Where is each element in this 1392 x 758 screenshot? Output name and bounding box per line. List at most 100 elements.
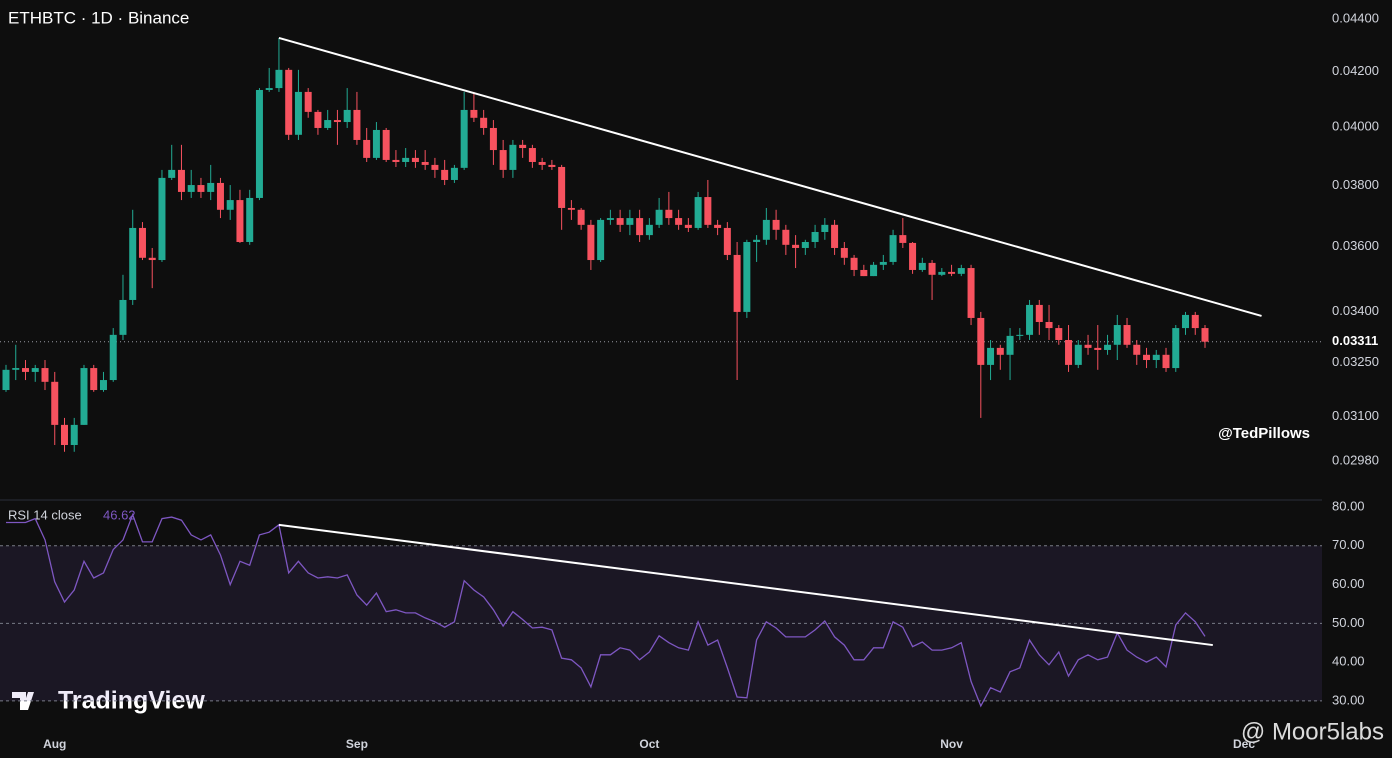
rsi-tick-label: 70.00 [1332, 537, 1365, 552]
y-tick-label: 0.03100 [1332, 408, 1379, 423]
candle-body [216, 182, 224, 210]
candle-body [684, 224, 692, 228]
candle-body [957, 268, 965, 274]
candle-body [411, 157, 419, 162]
y-tick-label: 0.02980 [1332, 453, 1379, 468]
candle-body [792, 244, 800, 248]
rsi-line [6, 512, 1206, 708]
candle-body [909, 242, 917, 270]
candle-body [1172, 328, 1180, 369]
candle-body [860, 269, 868, 277]
candle-body [1016, 334, 1024, 336]
candle-body [782, 229, 790, 245]
candle-body [1035, 304, 1043, 322]
candle-body [655, 209, 663, 225]
candle-body [996, 347, 1004, 355]
y-tick-label: 0.04400 [1332, 10, 1379, 25]
candle-body [1123, 325, 1131, 345]
candle-body [255, 89, 263, 198]
candle-body [1045, 321, 1053, 329]
candle-body [606, 218, 614, 220]
candle-body [967, 268, 975, 318]
candle-body [12, 368, 20, 370]
candle-body [675, 218, 683, 225]
candle-body [99, 380, 107, 391]
candle-body [138, 227, 146, 258]
candle-body [168, 169, 176, 178]
candle-body [70, 424, 78, 445]
candle-body [597, 219, 605, 261]
candle-body [558, 166, 566, 208]
candle-body [1152, 354, 1160, 361]
candle-body [343, 109, 351, 123]
candle-body [899, 235, 907, 243]
last-price-label: 0.03311 [1332, 333, 1378, 348]
candle-body [402, 157, 410, 162]
candle-body [1162, 354, 1170, 369]
candle-body [109, 334, 117, 381]
trendline [278, 523, 1213, 647]
candle-body [1055, 328, 1063, 340]
candle-body [129, 227, 137, 300]
candle-body [528, 148, 536, 162]
candle-body [314, 111, 322, 128]
candle-body [207, 182, 215, 192]
candle-body [431, 164, 439, 170]
candle-body [294, 91, 302, 135]
candle-body [363, 139, 371, 158]
candle-body [977, 317, 985, 365]
candle-body [831, 224, 839, 248]
candle-body [158, 177, 166, 261]
candle-body [1182, 314, 1190, 329]
candle-body [236, 200, 244, 242]
candle-body [743, 241, 751, 312]
rsi-title: RSI 14 close [8, 507, 82, 522]
rsi-tick-label: 60.00 [1332, 576, 1365, 591]
candle-body [694, 197, 702, 228]
candle-body [470, 109, 478, 118]
candle-body [51, 381, 59, 425]
candle-body [353, 109, 361, 140]
candle-body [723, 227, 731, 255]
candle-body [840, 247, 848, 258]
candle-body [382, 129, 390, 160]
candle-body [626, 218, 634, 225]
candle-body [333, 120, 341, 123]
candle-body [645, 224, 653, 236]
candle-body [753, 239, 761, 242]
rsi-tick-label: 80.00 [1332, 498, 1365, 513]
candle-body [733, 254, 741, 312]
candle-body [1074, 344, 1082, 365]
y-tick-label: 0.04000 [1332, 119, 1379, 134]
y-tick-label: 0.03250 [1332, 354, 1379, 369]
candle-body [948, 271, 956, 274]
candle-body [918, 262, 926, 270]
x-tick-label: Nov [940, 737, 963, 751]
candle-body [1133, 344, 1141, 355]
rsi-tick-label: 30.00 [1332, 692, 1365, 707]
candle-body [1094, 347, 1102, 350]
candle-body [1006, 335, 1014, 355]
candle-body [889, 235, 897, 262]
candle-body [714, 224, 722, 228]
candle-body [324, 120, 332, 128]
candle-body [1065, 339, 1073, 365]
candle-body [421, 161, 429, 165]
candle-body [187, 185, 195, 192]
candle-body [1143, 354, 1151, 361]
logo-icon [12, 692, 34, 710]
candle-body [1201, 328, 1209, 342]
candle-body [90, 368, 98, 391]
candle-body [489, 127, 497, 151]
trendline [278, 36, 1262, 317]
x-tick-label: Sep [346, 737, 368, 751]
candle-body [80, 368, 88, 425]
y-tick-label: 0.04200 [1332, 63, 1379, 78]
candle-body [616, 218, 624, 225]
y-tick-label: 0.03600 [1332, 238, 1379, 253]
candle-body [850, 257, 858, 270]
candle-body [772, 219, 780, 230]
rsi-value-label: 46.62 [103, 507, 136, 522]
candle-body [148, 257, 156, 261]
